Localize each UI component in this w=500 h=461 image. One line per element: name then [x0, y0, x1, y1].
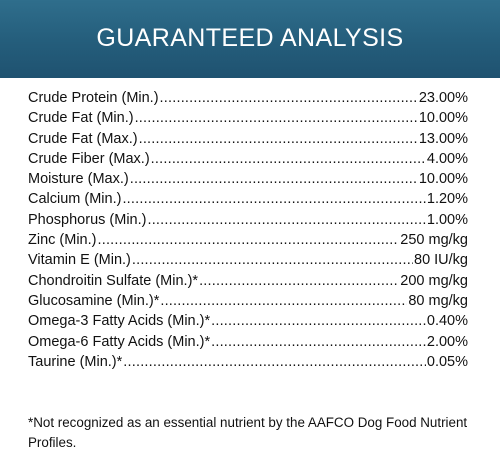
- dot-leader: ........................................…: [123, 353, 426, 370]
- nutrient-value: 80 mg/kg: [408, 292, 468, 309]
- nutrient-label: Crude Protein (Min.): [28, 90, 159, 106]
- nutrient-label: Omega-3 Fatty Acids (Min.)*: [28, 313, 211, 330]
- analysis-row: Calcium (Min.) .........................…: [28, 189, 468, 209]
- header-banner: GUARANTEED ANALYSIS: [0, 0, 500, 78]
- nutrient-value: 0.05%: [426, 353, 468, 370]
- dot-leader: ........................................…: [97, 232, 399, 249]
- nutrient-label: Phosphorus (Min.): [28, 211, 147, 228]
- dot-leader: ........................................…: [134, 110, 418, 127]
- nutrient-label: Moisture (Max.): [28, 171, 129, 188]
- nutrient-value: 250 mg/kg: [400, 232, 468, 249]
- nutrient-value: 0.40%: [426, 313, 468, 330]
- nutrient-label: Zinc (Min.): [28, 232, 97, 249]
- page-title: GUARANTEED ANALYSIS: [96, 23, 404, 52]
- nutrient-value: 10.00%: [418, 110, 468, 127]
- dot-leader: ........................................…: [160, 292, 408, 309]
- nutrient-value: 200 mg/kg: [400, 272, 468, 289]
- nutrient-label: Crude Fiber (Max.): [28, 150, 150, 167]
- nutrient-label: Vitamin E (Min.): [28, 252, 131, 269]
- analysis-row: Vitamin E (Min.) .......................…: [28, 250, 468, 270]
- analysis-row: Omega-6 Fatty Acids (Min.)* ............…: [28, 332, 468, 352]
- analysis-row: Crude Protein (Min.) ...................…: [28, 88, 468, 108]
- dot-leader: ........................................…: [131, 252, 413, 269]
- dot-leader: ........................................…: [159, 90, 418, 106]
- nutrient-label: Glucosamine (Min.)*: [28, 292, 160, 309]
- dot-leader: ........................................…: [147, 211, 425, 228]
- analysis-row: Chondroitin Sulfate (Min.)* ............…: [28, 271, 468, 291]
- nutrient-value: 1.20%: [426, 191, 468, 208]
- analysis-row: Omega-3 Fatty Acids (Min.)* ............…: [28, 311, 468, 331]
- nutrient-value: 10.00%: [418, 171, 468, 188]
- nutrient-value: 13.00%: [418, 130, 468, 147]
- dot-leader: ........................................…: [199, 272, 399, 289]
- dot-leader: ........................................…: [150, 150, 426, 167]
- dot-leader: ........................................…: [129, 171, 418, 188]
- nutrient-label: Taurine (Min.)*: [28, 353, 123, 370]
- nutrient-label: Calcium (Min.): [28, 191, 122, 208]
- nutrient-label: Crude Fat (Max.): [28, 130, 138, 147]
- analysis-row: Phosphorus (Min.) ......................…: [28, 210, 468, 230]
- analysis-row: Taurine (Min.)* ........................…: [28, 352, 468, 372]
- nutrient-label: Omega-6 Fatty Acids (Min.)*: [28, 333, 211, 350]
- analysis-row: Crude Fat (Max.) .......................…: [28, 129, 468, 149]
- analysis-row: Zinc (Min.) ............................…: [28, 230, 468, 250]
- nutrient-label: Crude Fat (Min.): [28, 110, 134, 127]
- dot-leader: ........................................…: [122, 191, 425, 208]
- dot-leader: ........................................…: [138, 130, 418, 147]
- nutrient-value: 23.00%: [418, 90, 468, 106]
- analysis-row: Crude Fat (Min.) .......................…: [28, 108, 468, 128]
- nutrient-value: 2.00%: [426, 333, 468, 350]
- dot-leader: ........................................…: [211, 313, 426, 330]
- analysis-row: Glucosamine (Min.)* ....................…: [28, 291, 468, 311]
- analysis-row: Moisture (Max.) ........................…: [28, 169, 468, 189]
- nutrient-value: 1.00%: [426, 211, 468, 228]
- analysis-table: Crude Protein (Min.) ...................…: [28, 88, 468, 372]
- nutrient-value: 80 IU/kg: [414, 252, 468, 269]
- nutrient-label: Chondroitin Sulfate (Min.)*: [28, 272, 199, 289]
- analysis-row: Crude Fiber (Max.) .....................…: [28, 149, 468, 169]
- nutrient-value: 4.00%: [426, 150, 468, 167]
- dot-leader: ........................................…: [211, 333, 426, 350]
- footnote: *Not recognized as an essential nutrient…: [28, 415, 468, 450]
